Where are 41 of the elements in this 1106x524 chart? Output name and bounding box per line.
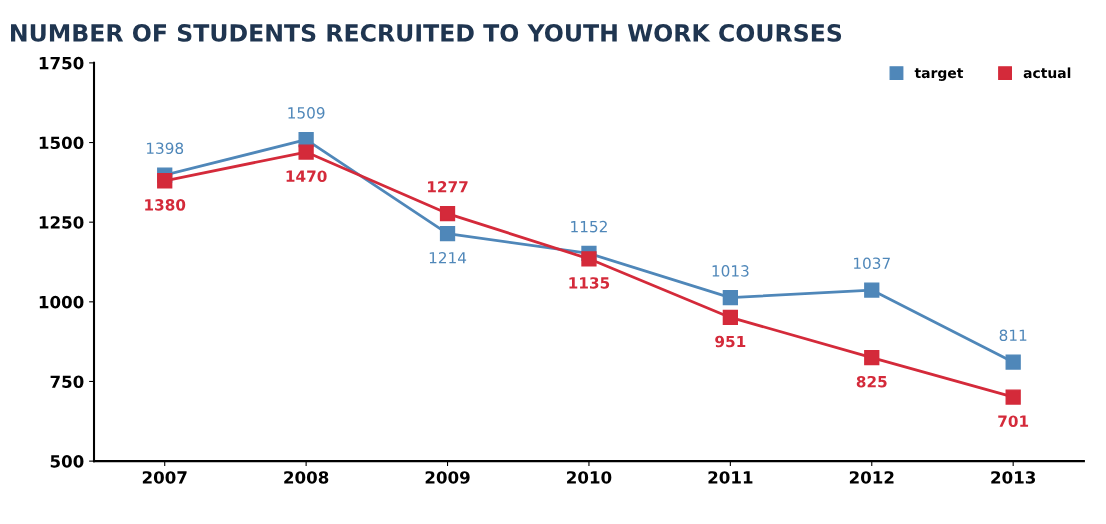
x-tick-label: 2010 [567,471,612,484]
data-label: 701 [998,415,1029,427]
x-tick-label: 2011 [708,471,753,484]
point [1005,389,1021,405]
x-tick-label: 2007 [142,471,187,484]
x-tick-label: 2013 [991,471,1036,484]
point [722,290,738,306]
y-tick-label: 750 [50,375,84,389]
legend-label: target [914,68,964,81]
point [864,349,880,366]
data-label: 1135 [569,277,610,289]
y-tick-label: 1250 [39,216,84,229]
data-label: 1380 [145,199,186,211]
data-label: 951 [715,335,746,348]
data-label: 1037 [854,257,890,270]
data-label: 1509 [288,107,325,119]
x-tick-label: 2009 [425,471,470,484]
point [439,226,456,242]
data-label: 1152 [571,220,607,233]
point [864,282,880,298]
y-tick-label: 1500 [39,136,84,150]
x-tick-label: 2008 [284,471,329,484]
chart-title: NUMBER OF STUDENTS RECRUITED TO YOUTH WORK COURSES [11,24,842,42]
data-label: 1013 [712,265,749,277]
point [722,309,738,326]
data-label: 825 [856,375,887,388]
data-label: 1277 [428,181,468,193]
data-label: 1398 [146,142,184,155]
data-label: 811 [999,329,1027,342]
point [298,144,314,160]
y-tick-label: 1750 [39,56,84,70]
data-label: 1214 [429,251,467,264]
y-tick-label: 1000 [39,295,84,309]
point [439,205,456,222]
point [157,173,173,189]
point [1005,354,1021,370]
legend-label: actual [1023,67,1071,79]
x-tick-label: 2012 [849,471,894,484]
data-label: 1470 [286,170,327,182]
point [581,251,597,267]
y-tick-label: 500 [50,455,84,468]
